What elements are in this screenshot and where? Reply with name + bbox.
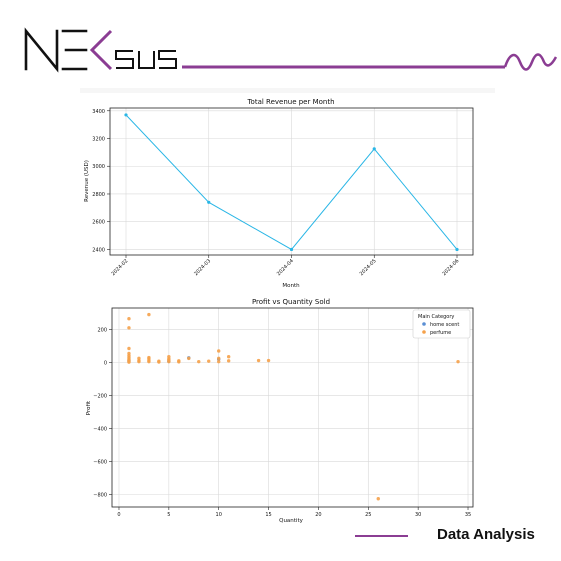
legend-title: Main Category [418, 314, 454, 320]
footer-title: Data Analysis [437, 526, 535, 543]
x-axis-label: Month [282, 283, 300, 289]
logo-mark [24, 27, 88, 73]
logo-chevron [89, 29, 113, 71]
x-tick-label: 25 [365, 512, 371, 518]
y-axis: −800 −600 −400 −200 0 200 [93, 327, 112, 499]
scatter-point [207, 359, 211, 363]
scatter-point [456, 359, 460, 364]
scatter-point [127, 360, 131, 364]
footer-accent-line [355, 535, 408, 537]
legend-box [412, 309, 471, 339]
page-strip [80, 88, 495, 93]
x-tick-label: 5 [167, 512, 170, 518]
y-tick-label: 2400 [92, 247, 105, 253]
data-point [455, 247, 459, 252]
scatter-point [217, 356, 221, 361]
data-point [207, 200, 211, 204]
scatter-point [137, 359, 141, 364]
x-tick-label: 20 [315, 512, 321, 518]
scatter-point [147, 312, 151, 317]
scatter-point [217, 359, 221, 364]
scatter-point [226, 355, 231, 359]
data-point [124, 113, 128, 117]
y-tick-label: 2800 [92, 192, 105, 198]
x-tick-label: 0 [117, 512, 120, 518]
x-axis: 0 5 10 15 20 25 30 35 [117, 507, 471, 518]
y-tick-label: 3200 [92, 137, 105, 143]
scatter-point [147, 359, 151, 364]
y-axis: 2400 2600 2800 3000 3200 3400 [92, 109, 110, 253]
scatter-point [127, 326, 131, 330]
brand-logo [24, 27, 558, 73]
scatter-point [187, 356, 191, 361]
y-tick-label: −200 [93, 394, 107, 400]
y-tick-label: −400 [93, 427, 107, 433]
y-axis-label: Revenue (USD) [84, 160, 90, 202]
scatter-point [127, 317, 131, 321]
logo-sus [115, 50, 177, 69]
x-tick-label: 35 [465, 512, 471, 518]
plot-frame [111, 307, 474, 508]
legend-marker-home-scent [422, 322, 426, 326]
grid [110, 108, 473, 255]
x-tick-label: 10 [216, 512, 222, 518]
chart-title: Profit vs Quantity Sold [252, 298, 330, 306]
scatter-point [157, 360, 161, 364]
y-tick-label: −600 [93, 460, 107, 466]
profit-scatter-chart: −800 −600 −400 −200 0 200 0 5 10 15 20 25 30 35 Prof… [86, 298, 474, 524]
y-axis-label: Profit [86, 400, 92, 415]
x-axis-label: Quantity [279, 518, 304, 524]
x-tick-label: 15 [265, 512, 271, 518]
chart-title: Total Revenue per Month [246, 98, 334, 106]
x-tick-label: 30 [415, 512, 421, 518]
data-point [289, 247, 294, 252]
series [124, 113, 459, 252]
y-tick-label: −800 [93, 493, 107, 499]
legend-label-home-scent: home scent [430, 322, 459, 328]
legend: Main Category home scent perfume [412, 309, 471, 339]
scatter-point [197, 359, 201, 364]
scatter-point [256, 358, 261, 363]
scatter-point [266, 358, 271, 363]
scatter-point [167, 359, 171, 364]
scatter-point [127, 346, 131, 351]
legend-label-perfume: perfume [430, 330, 451, 336]
data-point [372, 147, 376, 151]
scatter-point [376, 497, 380, 501]
logo-squiggle [503, 53, 558, 71]
legend-marker-perfume [422, 330, 426, 334]
y-tick-label: 3000 [92, 164, 105, 170]
scatter-point [177, 360, 181, 364]
series [127, 312, 460, 501]
y-tick-label: 3400 [92, 109, 105, 115]
y-tick-label: 200 [97, 327, 107, 333]
y-tick-label: 2600 [92, 220, 105, 226]
scatter-point [226, 359, 231, 363]
scatter-point [217, 349, 221, 353]
y-tick-label: 0 [104, 360, 107, 366]
